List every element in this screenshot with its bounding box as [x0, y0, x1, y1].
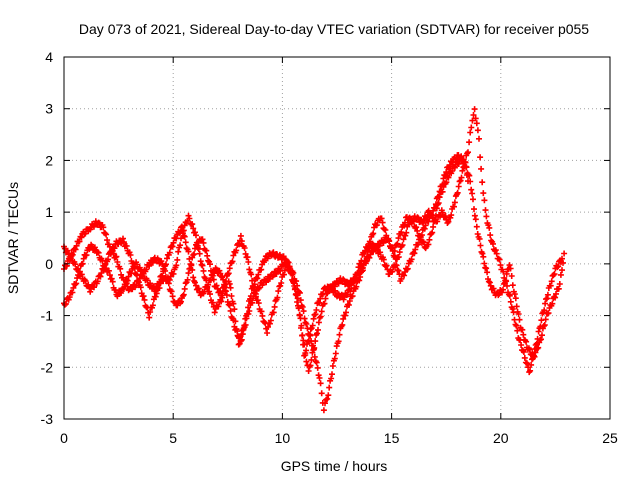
y-tick-label: 3: [45, 101, 53, 117]
y-tick-label: 0: [45, 256, 53, 272]
y-tick-label: 1: [45, 204, 53, 220]
x-axis-label: GPS time / hours: [281, 458, 388, 474]
x-tick-label: 0: [60, 430, 68, 446]
y-tick-label: -3: [41, 411, 54, 427]
plot-area: [61, 106, 568, 414]
y-tick-label: -2: [41, 359, 54, 375]
y-tick-label: 4: [45, 49, 53, 65]
y-tick-label: -1: [41, 308, 54, 324]
x-tick-label: 5: [169, 430, 177, 446]
plot-frame: [63, 56, 611, 420]
y-tick-label: 2: [45, 152, 53, 168]
x-tick-label: 15: [384, 430, 400, 446]
chart-title: Day 073 of 2021, Sidereal Day-to-day VTE…: [79, 21, 589, 37]
grid: [64, 57, 610, 419]
x-tick-label: 25: [602, 430, 618, 446]
x-tick-label: 10: [275, 430, 291, 446]
x-tick-label: 20: [493, 430, 509, 446]
y-axis-label: SDTVAR / TECUs: [5, 182, 21, 294]
